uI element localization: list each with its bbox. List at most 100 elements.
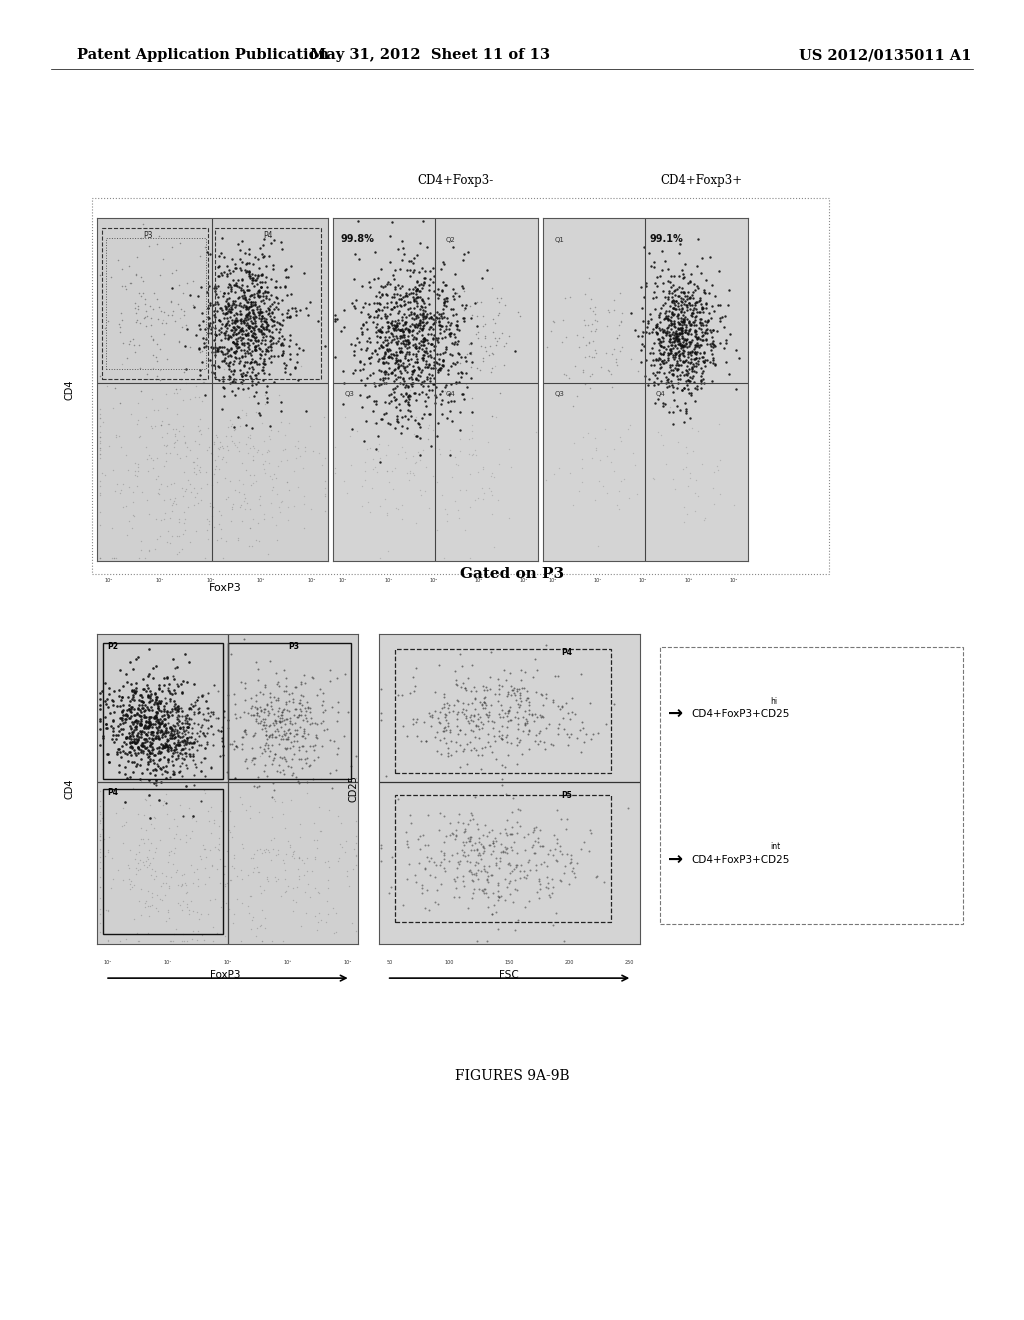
Point (383, 292, 399, 313)
Point (416, 327, 432, 348)
Point (253, 290, 269, 312)
Point (269, 701, 286, 722)
Point (354, 322, 371, 343)
Point (142, 711, 159, 733)
Point (240, 896, 256, 917)
Point (120, 750, 136, 771)
Point (163, 722, 179, 743)
Point (675, 412, 691, 433)
Point (214, 731, 230, 752)
Point (469, 305, 485, 326)
Point (150, 743, 166, 764)
Point (294, 849, 310, 870)
Point (391, 342, 408, 363)
Point (437, 733, 454, 754)
Point (450, 857, 466, 878)
Point (142, 813, 159, 834)
Point (428, 301, 444, 322)
Point (258, 309, 274, 330)
Point (384, 363, 400, 384)
Point (302, 697, 318, 718)
Point (219, 709, 236, 730)
Point (257, 330, 273, 351)
Point (379, 285, 395, 306)
Point (308, 829, 325, 850)
Point (347, 854, 364, 875)
Point (97, 673, 114, 694)
Point (552, 841, 568, 862)
Point (221, 315, 238, 337)
Point (665, 304, 681, 325)
Point (222, 372, 239, 393)
Point (384, 326, 400, 347)
Point (550, 665, 566, 686)
Point (490, 886, 507, 907)
Point (288, 334, 304, 355)
Point (484, 358, 501, 379)
Point (176, 513, 193, 535)
Point (119, 347, 135, 368)
Point (389, 238, 406, 259)
Point (410, 279, 426, 300)
Point (274, 334, 291, 355)
Point (509, 754, 525, 775)
Point (131, 694, 147, 715)
Point (379, 334, 395, 355)
Point (328, 902, 344, 923)
Point (375, 351, 391, 372)
Point (409, 292, 425, 313)
Point (243, 847, 259, 869)
Point (431, 310, 447, 331)
Point (447, 731, 464, 752)
Point (91, 426, 108, 447)
Point (374, 834, 390, 855)
Point (170, 705, 186, 726)
Point (263, 754, 280, 775)
Point (397, 317, 414, 338)
Point (207, 275, 223, 296)
Point (285, 842, 301, 863)
Point (660, 343, 677, 364)
Point (679, 285, 695, 306)
Point (130, 409, 146, 430)
Point (201, 314, 217, 335)
Point (683, 351, 699, 372)
Point (260, 440, 276, 461)
Point (238, 319, 254, 341)
Point (227, 384, 244, 405)
Point (168, 919, 184, 940)
Bar (227, 643, 350, 779)
Point (390, 348, 407, 370)
Point (380, 317, 396, 338)
Point (656, 302, 673, 323)
Point (404, 360, 421, 381)
Point (450, 363, 466, 384)
Point (115, 496, 131, 517)
Point (434, 251, 451, 272)
Point (490, 453, 507, 474)
Point (388, 368, 404, 389)
Point (220, 717, 237, 738)
Point (419, 304, 435, 325)
Point (642, 256, 658, 277)
Point (380, 367, 396, 388)
Point (589, 866, 605, 887)
Point (702, 334, 719, 355)
Point (141, 763, 158, 784)
Point (169, 711, 185, 733)
Point (502, 854, 518, 875)
Point (670, 326, 686, 347)
Point (178, 727, 195, 748)
Point (387, 279, 403, 300)
Point (451, 803, 467, 824)
Point (703, 370, 720, 391)
Point (423, 347, 439, 368)
Point (327, 346, 343, 367)
Point (329, 743, 345, 764)
Point (370, 298, 386, 319)
Point (384, 846, 400, 867)
Point (538, 718, 554, 739)
Point (444, 285, 461, 306)
Point (327, 310, 343, 331)
Point (112, 321, 128, 342)
